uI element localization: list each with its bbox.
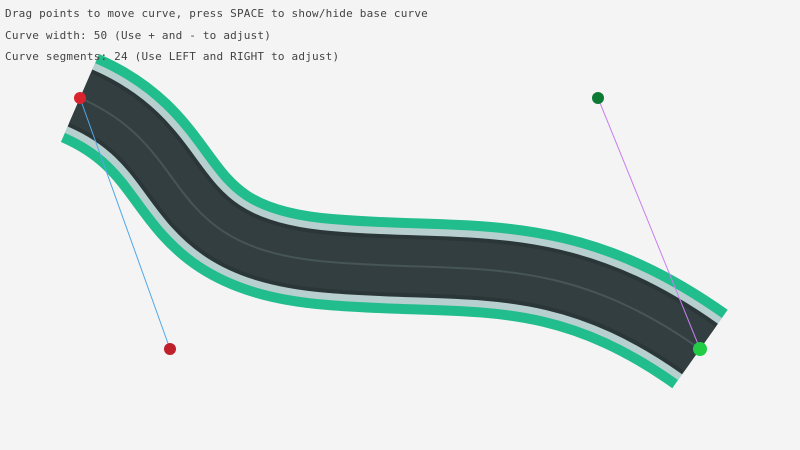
end-anchor-point[interactable] xyxy=(693,342,707,356)
tangent-handles xyxy=(79,97,701,350)
start-control-point[interactable] xyxy=(164,343,176,355)
end-control-point[interactable] xyxy=(592,92,604,104)
control-points[interactable] xyxy=(74,92,707,356)
road-layer-center-line xyxy=(79,97,701,350)
start-anchor-point[interactable] xyxy=(74,92,86,104)
road-curve xyxy=(59,53,728,389)
start-tangent-line xyxy=(79,97,171,350)
end-tangent-line xyxy=(597,97,701,350)
